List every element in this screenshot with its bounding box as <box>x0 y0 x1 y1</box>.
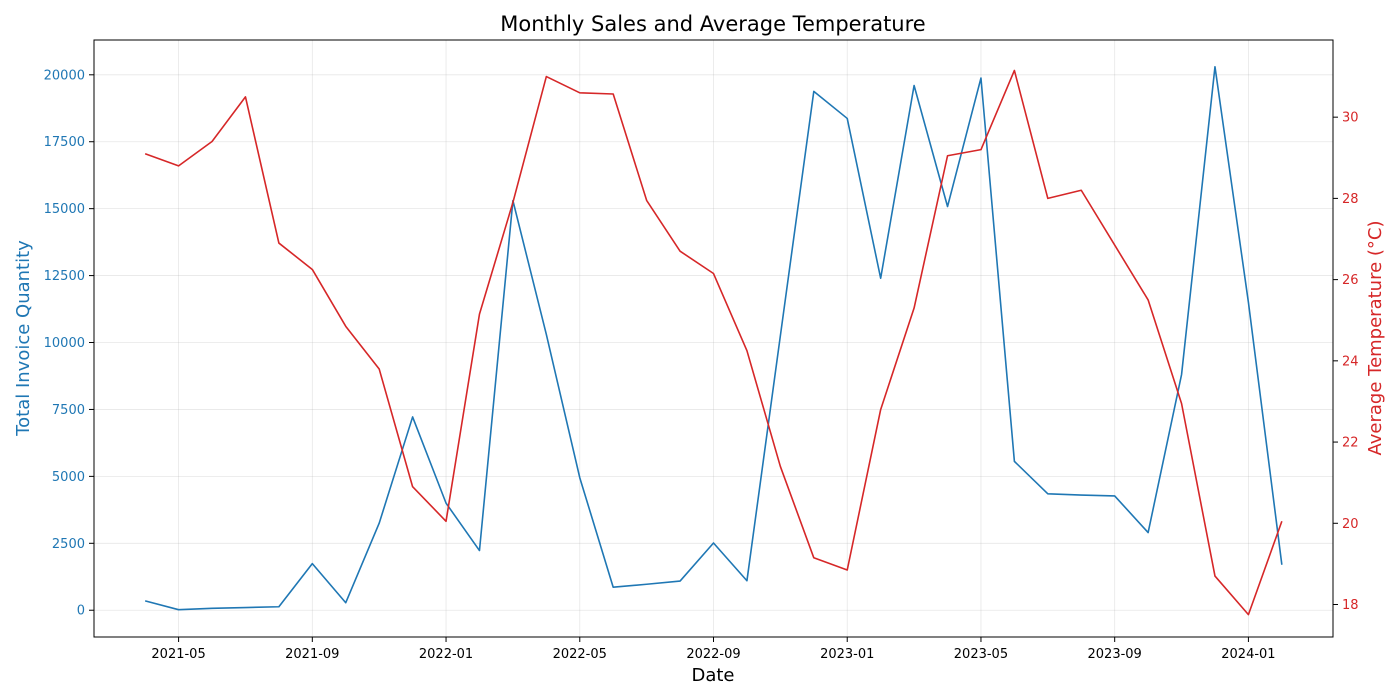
y-axis-right-label: Average Temperature (°C) <box>1365 221 1386 456</box>
y-right-tick-label: 24 <box>1342 354 1359 369</box>
x-tick-label: 2023-01 <box>820 647 874 662</box>
x-tick-label: 2022-09 <box>686 647 740 662</box>
x-axis: 2021-05 2021-09 2022-01 2022-05 2022-09 2023-… <box>151 637 1276 662</box>
y-left-tick-label: 10000 <box>44 336 85 351</box>
y-axis-left-label: Total Invoice Quantity <box>13 240 34 437</box>
x-tick-label: 2023-05 <box>954 647 1008 662</box>
series-line-temperature <box>144 69 1283 616</box>
y-left-tick-label: 12500 <box>44 269 85 284</box>
y-left-tick-label: 2500 <box>52 537 85 552</box>
y-axis-right: 18 20 22 24 26 28 30 <box>1333 111 1359 613</box>
x-tick-label: 2022-05 <box>553 647 607 662</box>
y-axis-left: 0 2500 5000 7500 10000 12500 15000 17500 20000 <box>44 68 94 619</box>
x-axis-label: Date <box>691 665 734 686</box>
y-left-tick-label: 5000 <box>52 470 85 485</box>
chart-title: Monthly Sales and Average Temperature <box>500 12 925 36</box>
y-left-tick-label: 20000 <box>44 68 85 83</box>
y-right-tick-label: 30 <box>1342 111 1359 126</box>
series-line-invoice-quantity <box>144 65 1283 611</box>
x-tick-label: 2024-01 <box>1221 647 1275 662</box>
y-right-tick-label: 26 <box>1342 273 1359 288</box>
y-right-tick-label: 28 <box>1342 192 1359 207</box>
x-tick-label: 2023-09 <box>1088 647 1142 662</box>
y-right-tick-label: 18 <box>1342 598 1359 613</box>
y-left-tick-label: 7500 <box>52 403 85 418</box>
x-tick-label: 2021-09 <box>285 647 339 662</box>
grid <box>94 40 1333 637</box>
x-tick-label: 2022-01 <box>419 647 473 662</box>
y-right-tick-label: 22 <box>1342 436 1359 451</box>
y-left-tick-label: 0 <box>77 604 85 619</box>
y-left-tick-label: 15000 <box>44 202 85 217</box>
series-layer <box>144 65 1283 616</box>
y-left-tick-label: 17500 <box>44 135 85 150</box>
x-tick-label: 2021-05 <box>151 647 205 662</box>
y-right-tick-label: 20 <box>1342 517 1359 532</box>
